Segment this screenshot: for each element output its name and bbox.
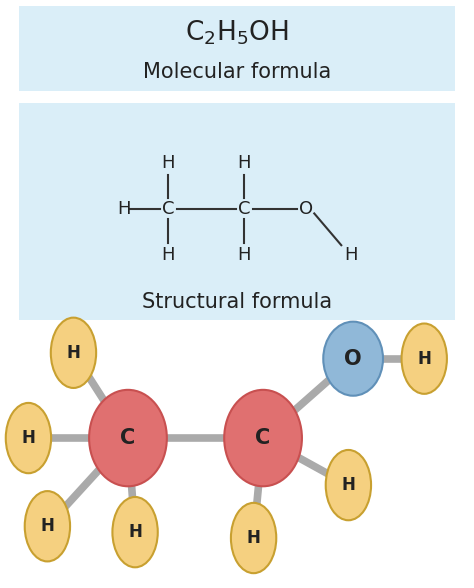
Text: $\mathsf{C_2H_5OH}$: $\mathsf{C_2H_5OH}$ [185,18,289,46]
Text: Structural formula: Structural formula [142,292,332,312]
Ellipse shape [323,322,383,396]
Text: H: H [344,246,357,263]
Ellipse shape [224,390,302,486]
Text: H: H [237,246,251,263]
Text: H: H [21,429,36,447]
Ellipse shape [51,318,96,388]
Ellipse shape [89,390,167,486]
Text: H: H [237,154,251,172]
Text: H: H [417,350,431,368]
Ellipse shape [231,503,276,573]
Text: H: H [66,344,81,362]
Ellipse shape [112,497,158,567]
Ellipse shape [401,323,447,394]
Text: Molecular formula: Molecular formula [143,62,331,82]
Text: H: H [40,517,55,535]
Text: H: H [246,529,261,547]
Text: C: C [238,200,250,218]
Text: H: H [162,246,175,263]
Text: H: H [128,523,142,541]
Text: C: C [255,428,271,448]
Text: C: C [162,200,174,218]
Text: O: O [299,200,313,218]
Ellipse shape [326,450,371,520]
Text: H: H [341,476,356,494]
Ellipse shape [25,491,70,562]
FancyBboxPatch shape [19,103,455,320]
FancyBboxPatch shape [19,6,455,91]
Ellipse shape [6,403,51,473]
Text: H: H [118,200,131,218]
Text: H: H [162,154,175,172]
Text: O: O [344,349,362,369]
Text: C: C [120,428,136,448]
